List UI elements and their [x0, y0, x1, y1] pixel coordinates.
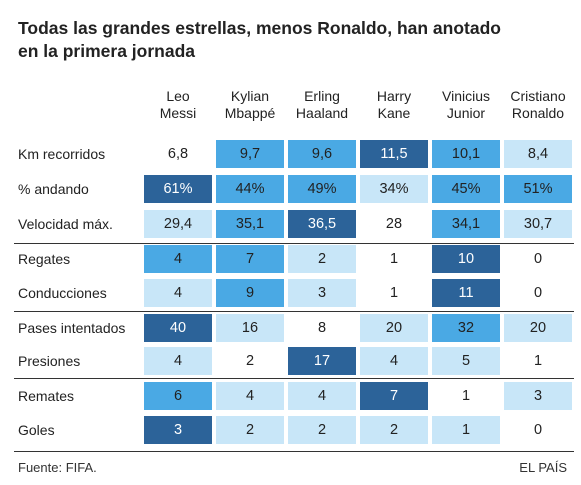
cell: 7: [360, 382, 428, 410]
column-header-line: Vinicius: [442, 88, 490, 104]
cell: 1: [504, 347, 572, 375]
cell: 29,4: [144, 210, 212, 238]
cell: 4: [144, 279, 212, 307]
column-header: Leo Messi: [144, 88, 212, 122]
column-header: Vinicius Junior: [432, 88, 500, 122]
cell: 1: [432, 382, 500, 410]
column-header: Kylian Mbappé: [216, 88, 284, 122]
cell: 4: [288, 382, 356, 410]
row-label: Velocidad máx.: [18, 216, 113, 232]
row-label: Pases intentados: [18, 320, 126, 336]
column-header-line: Erling: [304, 88, 340, 104]
cell: 16: [216, 314, 284, 342]
cell: 3: [504, 382, 572, 410]
cell: 44%: [216, 175, 284, 203]
column-header-line: Leo: [166, 88, 190, 104]
column-header-line: Haaland: [295, 105, 349, 121]
cell: 10,1: [432, 140, 500, 168]
cell: 35,1: [216, 210, 284, 238]
column-header-line: Ronaldo: [511, 105, 565, 121]
cell: 4: [144, 347, 212, 375]
cell: 34%: [360, 175, 428, 203]
column-header-line: Kylian: [230, 88, 270, 104]
column-header-line: Junior: [446, 105, 486, 121]
cell: 2: [216, 347, 284, 375]
separator: [14, 451, 574, 452]
cell: 34,1: [432, 210, 500, 238]
cell: 40: [144, 314, 212, 342]
cell: 6,8: [144, 140, 212, 168]
cell: 1: [360, 245, 428, 273]
cell: 1: [360, 279, 428, 307]
cell: 11: [432, 279, 500, 307]
title-line: Todas las grandes estrellas, menos Ronal…: [18, 18, 501, 38]
cell: 45%: [432, 175, 500, 203]
cell: 61%: [144, 175, 212, 203]
column-header-line: Harry: [376, 88, 412, 104]
cell: 8,4: [504, 140, 572, 168]
column-header-line: Kane: [377, 105, 411, 121]
row-label: Km recorridos: [18, 146, 106, 162]
cell: 5: [432, 347, 500, 375]
source: Fuente: FIFA.: [18, 460, 97, 475]
cell: 0: [504, 279, 572, 307]
row-label: % andando: [18, 181, 89, 197]
cell: 3: [144, 416, 212, 444]
cell: 7: [216, 245, 284, 273]
row-label: Conducciones: [18, 285, 107, 301]
cell: 9,6: [288, 140, 356, 168]
cell: 2: [216, 416, 284, 444]
cell: 9,7: [216, 140, 284, 168]
title-line: en la primera jornada: [18, 41, 196, 61]
cell: 51%: [504, 175, 572, 203]
cell: 2: [288, 245, 356, 273]
cell: 32: [432, 314, 500, 342]
column-header-line: Cristiano: [510, 88, 566, 104]
cell: 2: [360, 416, 428, 444]
row-label: Regates: [18, 251, 71, 267]
cell: 11,5: [360, 140, 428, 168]
cell: 0: [504, 416, 572, 444]
column-header: Erling Haaland: [288, 88, 356, 122]
separator: [14, 243, 574, 244]
cell: 0: [504, 245, 572, 273]
cell: 2: [288, 416, 356, 444]
cell: 36,5: [288, 210, 356, 238]
cell: 4: [360, 347, 428, 375]
row-label: Presiones: [18, 353, 81, 369]
cell: 28: [360, 210, 428, 238]
column-header: Cristiano Ronaldo: [504, 88, 572, 122]
separator: [14, 311, 574, 312]
cell: 9: [216, 279, 284, 307]
column-header-line: Mbappé: [224, 105, 276, 121]
cell: 10: [432, 245, 500, 273]
cell: 30,7: [504, 210, 572, 238]
row-label: Remates: [18, 388, 75, 404]
row-label: Goles: [18, 422, 55, 438]
column-header-line: Messi: [159, 105, 197, 121]
cell: 20: [504, 314, 572, 342]
cell: 1: [432, 416, 500, 444]
cell: 3: [288, 279, 356, 307]
cell: 8: [288, 314, 356, 342]
cell: 4: [144, 245, 212, 273]
separator: [14, 378, 574, 379]
column-header: Harry Kane: [360, 88, 428, 122]
cell: 49%: [288, 175, 356, 203]
cell: 17: [288, 347, 356, 375]
brand: EL PAÍS: [519, 460, 567, 475]
cell: 6: [144, 382, 212, 410]
cell: 4: [216, 382, 284, 410]
cell: 20: [360, 314, 428, 342]
